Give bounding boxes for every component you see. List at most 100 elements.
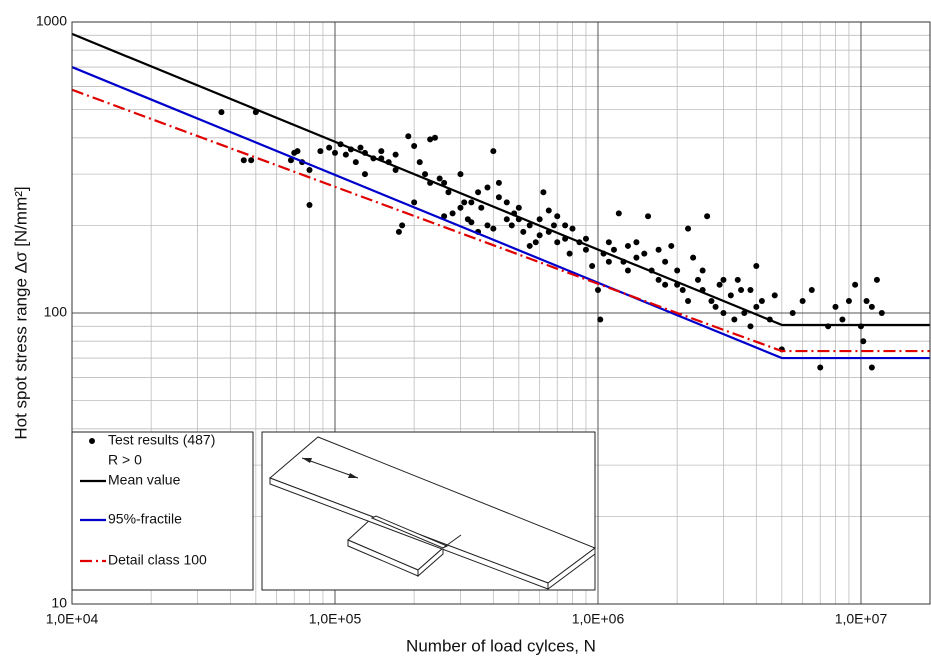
x-tick-label: 1,0E+07 [835,611,888,627]
data-point [655,276,662,283]
data-point [845,297,852,304]
data-point [411,142,418,149]
data-point [422,171,429,178]
data-point [863,297,870,304]
data-point [633,239,640,246]
data-point [554,239,561,246]
x-tick-label: 1,0E+04 [46,611,99,627]
y-axis-title: Hot spot stress range Δσ [N/mm²] [11,186,30,439]
data-point [720,310,727,316]
data-point [361,171,368,178]
data-point [287,157,294,164]
data-point [248,157,255,164]
data-point [873,276,880,283]
data-point [758,297,765,304]
data-point [457,204,464,211]
data-point [357,144,364,151]
data-point [655,246,662,253]
data-point [441,213,448,220]
data-point [478,204,485,211]
legend-label: Test results (487) [108,432,215,448]
data-point [694,276,701,283]
inset-diagram [261,431,597,591]
data-point [503,216,510,223]
data-point [605,258,612,265]
gusset-end [417,546,444,578]
data-point [868,303,875,310]
legend-label: 95%-fractile [108,511,182,527]
data-point [594,286,601,293]
data-point [495,194,502,201]
data-point [461,199,468,206]
legend: Test results (487) Mean value 95%-fractile… [71,431,254,591]
data-point [668,242,675,249]
plot-frame [71,21,931,605]
data-point [405,133,412,140]
data-point [674,267,681,274]
data-point [878,310,885,316]
data-point [741,310,748,316]
legend-label: Detail class 100 [108,552,207,568]
data-point [832,303,839,310]
data-point [582,246,589,253]
data-point [532,239,539,246]
data-point [582,235,589,242]
legend-note: R > 0 [108,452,142,468]
data-point [445,189,452,196]
load-arrow [301,457,359,479]
data-point [685,297,692,304]
hot-spot-line [442,534,462,549]
data-point [662,281,669,288]
data-point [734,276,741,283]
data-point [449,210,456,217]
data-point [490,225,497,232]
data-point [392,151,399,158]
data-point [475,189,482,196]
data-point [536,216,543,223]
data-point [540,189,547,196]
data-point [799,297,806,304]
data-point [342,151,349,158]
data-point [566,250,573,257]
data-point [526,222,533,229]
data-point [431,134,438,141]
data-point [645,213,652,220]
data-point [468,219,475,226]
weld [370,515,449,549]
data-point [468,199,475,206]
data-point [416,159,423,166]
x-tick-label: 1,0E+06 [572,611,625,627]
data-point [633,254,640,261]
x-axis-title: Number of load cylces, N [406,636,596,655]
data-point [597,316,604,323]
data-point [569,225,576,232]
data-point [589,263,596,270]
data-point [712,303,719,310]
data-point [699,267,706,274]
line-series [71,66,930,360]
arrow-head [302,458,312,463]
data-point [624,242,631,249]
data-point [495,179,502,186]
data-point [306,167,313,174]
data-point [753,263,760,270]
line-series [71,32,930,327]
y-tick-label: 100 [44,304,68,320]
data-point [679,286,686,293]
marks [71,32,930,371]
data-point [395,228,402,235]
data-point [610,246,617,253]
data-point [508,222,515,229]
y-tick-label: 1000 [36,13,67,29]
data-point [240,157,247,164]
data-point [352,159,359,166]
data-point [685,225,692,232]
x-tick-label: 1,0E+05 [309,611,362,627]
y-tick-label: 10 [51,595,67,611]
data-point [747,286,754,293]
data-point [484,222,491,229]
data-point [378,148,385,155]
data-point [624,267,631,274]
data-point [392,167,399,174]
data-point [306,202,313,209]
